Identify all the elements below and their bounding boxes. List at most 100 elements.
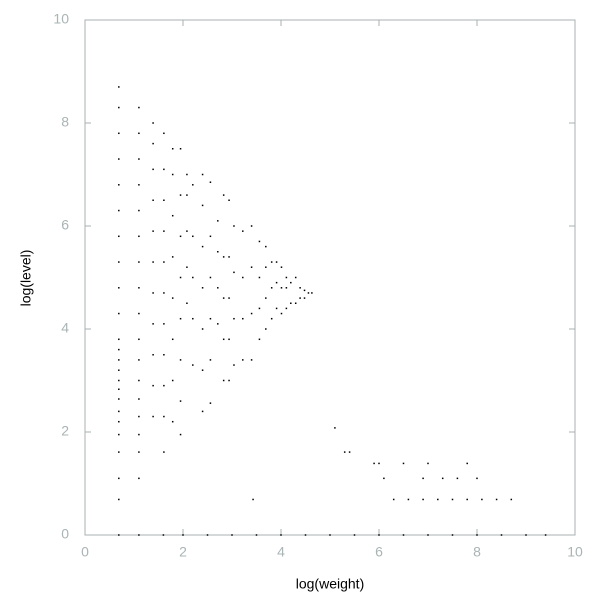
point <box>171 256 174 258</box>
point <box>242 230 244 232</box>
point <box>228 379 230 382</box>
point <box>118 369 120 371</box>
point <box>118 451 120 453</box>
point <box>233 271 235 274</box>
point <box>118 388 120 391</box>
point <box>348 451 351 453</box>
point <box>209 359 212 361</box>
point <box>265 297 267 299</box>
point <box>118 106 120 109</box>
point <box>476 477 478 480</box>
point <box>265 245 267 248</box>
point <box>118 312 120 315</box>
point <box>171 379 174 382</box>
point <box>138 287 140 289</box>
point <box>152 230 154 232</box>
point <box>118 477 120 480</box>
point <box>118 359 120 361</box>
point <box>280 534 282 536</box>
point <box>228 256 230 258</box>
point <box>138 451 140 453</box>
point <box>163 168 165 171</box>
point <box>192 276 194 279</box>
point <box>476 534 478 536</box>
point <box>209 402 212 404</box>
point <box>138 433 140 436</box>
point <box>294 302 297 304</box>
point <box>353 534 356 536</box>
point <box>392 498 395 501</box>
point <box>233 225 235 227</box>
x-tick-label: 10 <box>567 544 583 560</box>
point <box>222 338 225 341</box>
point <box>209 235 212 238</box>
point <box>402 534 405 536</box>
point <box>152 415 154 418</box>
point <box>118 261 120 263</box>
point <box>179 433 182 436</box>
point <box>402 462 405 465</box>
point <box>451 498 454 501</box>
point <box>422 477 424 480</box>
point <box>466 462 468 465</box>
point <box>192 317 194 320</box>
point <box>118 184 120 186</box>
point <box>138 415 140 418</box>
point <box>209 181 212 183</box>
x-axis-label: log(weight) <box>296 576 364 592</box>
point <box>171 338 174 341</box>
point <box>192 235 194 238</box>
point <box>299 297 301 299</box>
point <box>138 359 140 361</box>
point <box>209 276 212 279</box>
point <box>270 317 273 320</box>
point <box>258 307 261 310</box>
point <box>280 266 283 268</box>
point <box>186 230 188 232</box>
point <box>179 359 182 361</box>
point <box>163 199 165 201</box>
y-tick-label: 8 <box>61 114 69 130</box>
point <box>456 477 459 480</box>
point <box>217 287 219 289</box>
point <box>304 534 307 536</box>
point <box>118 398 120 400</box>
point <box>179 194 182 196</box>
point <box>186 194 188 196</box>
point <box>163 132 165 135</box>
point <box>258 338 261 341</box>
point <box>138 106 140 109</box>
y-tick-label: 6 <box>61 217 69 233</box>
point <box>270 287 273 289</box>
point <box>275 307 278 310</box>
point <box>217 323 219 325</box>
y-tick-label: 2 <box>61 423 69 439</box>
point <box>343 451 346 453</box>
point <box>378 534 380 536</box>
point <box>275 261 278 263</box>
point <box>152 168 154 171</box>
point <box>118 158 120 160</box>
point <box>179 317 182 320</box>
point <box>222 379 225 382</box>
x-tick-label: 6 <box>375 544 383 560</box>
point <box>201 369 204 371</box>
point <box>118 287 120 289</box>
point <box>242 359 244 361</box>
point <box>138 312 140 315</box>
point <box>242 317 244 320</box>
y-axis-label: log(level) <box>18 250 34 307</box>
point <box>118 86 120 88</box>
point <box>152 292 154 294</box>
point <box>118 132 120 135</box>
point <box>152 142 154 145</box>
x-tick-label: 0 <box>81 544 89 560</box>
point <box>138 132 140 135</box>
point <box>228 297 230 299</box>
point <box>179 148 182 150</box>
point <box>163 451 165 453</box>
point <box>186 173 188 176</box>
point <box>138 477 140 480</box>
point <box>303 289 306 292</box>
point <box>163 261 165 263</box>
